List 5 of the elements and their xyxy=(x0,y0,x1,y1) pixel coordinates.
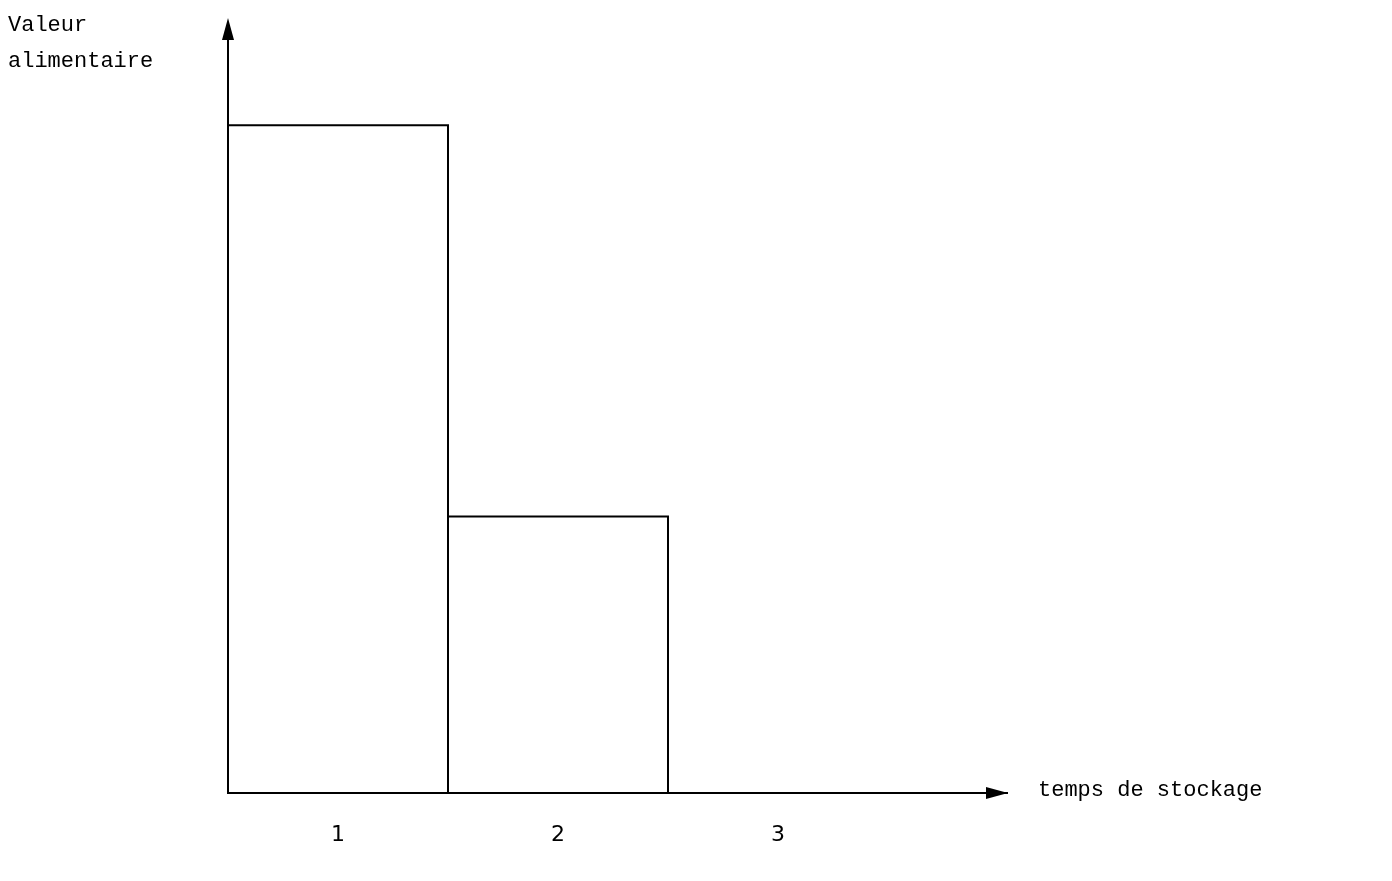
x-tick-label: 3 xyxy=(771,820,785,846)
x-tick-label: 2 xyxy=(551,820,565,846)
x-axis-title: temps de stockage xyxy=(1038,778,1263,803)
x-tick-label: 1 xyxy=(331,820,345,846)
y-axis-title: Valeur alimentaire xyxy=(8,12,155,76)
